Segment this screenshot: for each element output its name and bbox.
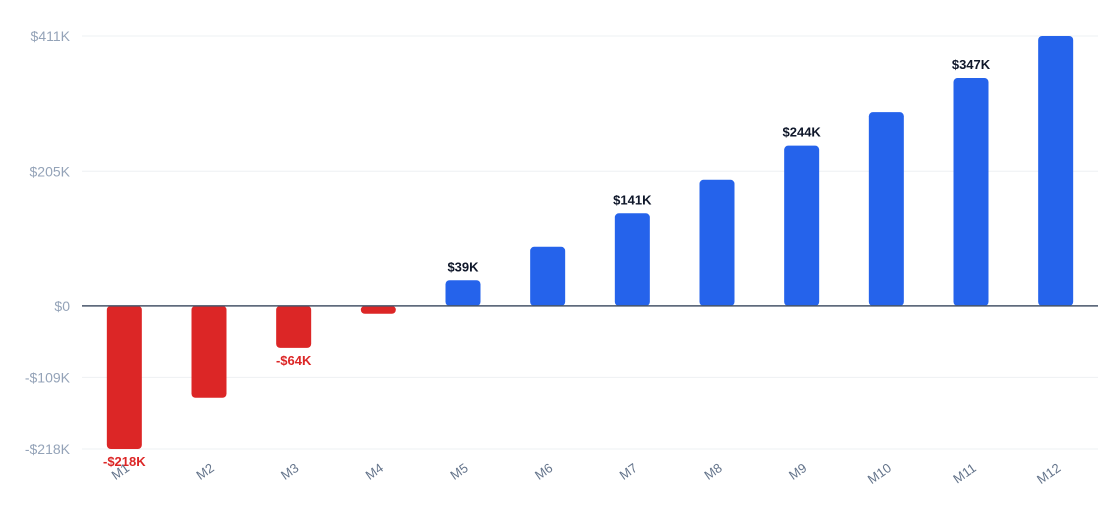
x-tick-label: M5 bbox=[447, 460, 470, 483]
bar-m1 bbox=[106, 305, 142, 449]
data-label: $141K bbox=[613, 192, 652, 207]
bar-m12 bbox=[1038, 36, 1074, 306]
y-tick-label: $0 bbox=[54, 298, 70, 314]
x-tick-label: M8 bbox=[701, 460, 724, 483]
x-tick-label: M6 bbox=[532, 460, 555, 483]
bar-m3 bbox=[276, 305, 312, 348]
bar-m6 bbox=[530, 246, 566, 306]
bar-m7 bbox=[614, 213, 650, 306]
bar-m10 bbox=[868, 112, 904, 306]
x-tick-label: M3 bbox=[278, 460, 301, 483]
y-tick-label: $205K bbox=[30, 163, 71, 179]
bar-m5 bbox=[445, 280, 481, 306]
data-label: -$218K bbox=[103, 454, 146, 469]
x-tick-label: M2 bbox=[193, 460, 216, 483]
x-axis: M1 M2 M3 M4 M5 M6 M7 M8 M9 M10 M11 M12 bbox=[109, 460, 1064, 487]
data-label: $347K bbox=[952, 57, 991, 72]
data-label: $244K bbox=[783, 125, 822, 140]
bar-m4 bbox=[360, 305, 396, 314]
x-tick-label: M10 bbox=[865, 460, 894, 487]
bars bbox=[106, 36, 1074, 449]
y-tick-label: -$218K bbox=[25, 441, 71, 457]
bar-m8 bbox=[699, 179, 735, 306]
x-tick-label: M12 bbox=[1034, 460, 1063, 487]
bar-m2 bbox=[191, 305, 227, 398]
data-label: $39K bbox=[447, 259, 479, 274]
bar-m11 bbox=[953, 78, 989, 306]
x-tick-label: M7 bbox=[617, 460, 640, 483]
grid-lines bbox=[82, 35, 1098, 450]
y-tick-label: $411K bbox=[31, 28, 71, 44]
data-label: -$64K bbox=[276, 353, 312, 368]
x-tick-label: M4 bbox=[363, 460, 386, 483]
y-tick-label: -$109K bbox=[25, 369, 71, 385]
x-tick-label: M11 bbox=[950, 460, 979, 486]
data-labels: -$218K -$64K $39K $141K $244K $347K bbox=[103, 57, 991, 469]
x-tick-label: M9 bbox=[786, 460, 809, 483]
bar-m9 bbox=[784, 145, 820, 306]
y-axis: $411K $205K $0 -$109K -$218K bbox=[25, 28, 71, 457]
